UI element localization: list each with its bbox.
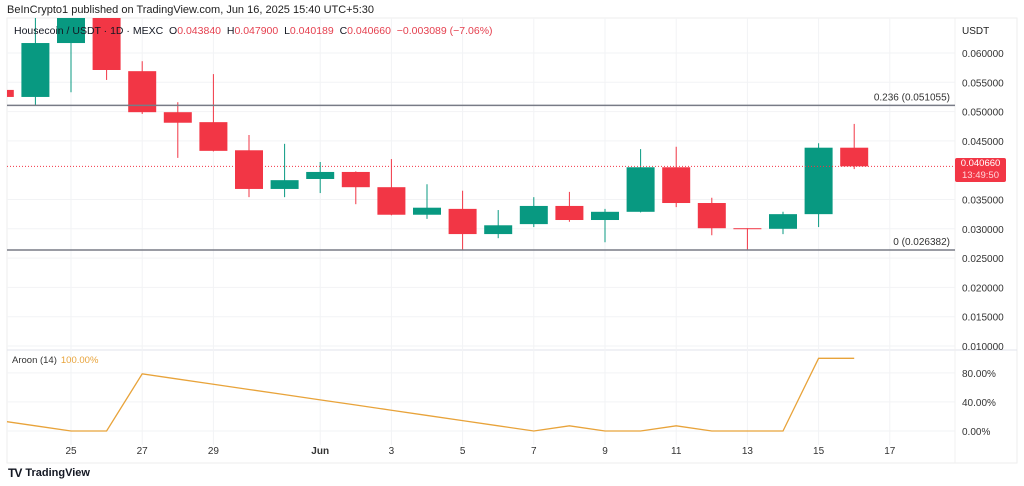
candles — [7, 18, 869, 251]
x-tick-label: 11 — [671, 446, 682, 457]
candle-up — [270, 180, 299, 189]
candle-up — [413, 207, 441, 215]
candle-down — [377, 187, 406, 215]
candle-down — [199, 122, 228, 151]
x-tick-label: 9 — [602, 446, 608, 457]
symbol-name[interactable]: Housecoin / USDT · 1D · MEXC — [14, 25, 164, 37]
x-tick-label: 17 — [884, 446, 896, 457]
aroon-value: 100.00% — [60, 355, 99, 366]
x-tick-label: 25 — [65, 446, 77, 457]
y-tick-label: 0.050000 — [962, 108, 1004, 119]
close-value: 0.040660 — [347, 25, 391, 37]
y-tick-label: 0.030000 — [962, 225, 1004, 236]
candle-down — [733, 228, 762, 230]
candle-down — [448, 208, 477, 235]
candle-down — [555, 205, 584, 221]
candle-up — [591, 211, 619, 221]
open-value: 0.043840 — [177, 25, 221, 37]
candle-up — [21, 43, 50, 97]
candle-down — [697, 203, 726, 229]
symbol-legend: Housecoin / USDT · 1D · MEXC O0.043840 H… — [14, 25, 493, 37]
y-tick-label: 0.035000 — [962, 196, 1004, 207]
current-price: 0.040660 — [960, 158, 1001, 169]
candle-down — [163, 112, 192, 123]
published-caption: BeInCrypto1 published on TradingView.com… — [7, 4, 375, 16]
bar-countdown: 13:49:50 — [962, 170, 999, 181]
candle-up — [306, 171, 335, 179]
y-tick-label: 0.025000 — [962, 254, 1004, 265]
aroon-title: Aroon (14) — [12, 355, 57, 366]
x-tick-label: 29 — [208, 446, 220, 457]
low-value: 0.040189 — [289, 25, 334, 37]
chart-frame — [6, 17, 1018, 464]
candle-up — [626, 167, 655, 212]
candle-down — [840, 147, 869, 167]
open-label: O — [169, 25, 178, 37]
low-label: L — [284, 25, 290, 37]
tradingview-logo[interactable]: TV TradingView — [8, 466, 90, 480]
candle-up — [57, 18, 85, 44]
high-label: H — [226, 25, 235, 37]
candle-up — [484, 225, 513, 235]
candle-up — [769, 214, 797, 229]
y-tick-label: 0.010000 — [962, 342, 1004, 353]
candle-down — [7, 89, 14, 97]
x-tick-label: 13 — [742, 446, 754, 457]
candle-down — [341, 171, 370, 188]
current-price-label: 0.040660 13:49:50 — [955, 158, 1006, 182]
fib-level-label: 0 (0.026382) — [893, 237, 950, 248]
candle-down — [92, 18, 121, 70]
currency-unit-label[interactable]: USDT — [962, 26, 990, 37]
y-tick-label: 0.020000 — [962, 283, 1004, 294]
x-tick-label: Jun — [311, 446, 329, 457]
x-tick-label: 3 — [389, 446, 395, 457]
y-tick-label: 0.055000 — [962, 78, 1004, 89]
high-value: 0.047900 — [234, 25, 279, 37]
x-tick-label: 7 — [531, 446, 537, 457]
tradingview-logo-icon: TV — [8, 466, 22, 480]
candle-down — [662, 167, 691, 204]
aroon-tick-label: 80.00% — [962, 369, 996, 380]
aroon-tick-label: 40.00% — [962, 398, 996, 409]
aroon-up-line — [7, 357, 855, 432]
y-tick-label: 0.060000 — [962, 49, 1004, 60]
aroon-legend[interactable]: Aroon (14) 100.00% — [12, 355, 98, 366]
x-tick-label: 5 — [460, 446, 466, 457]
candle-up — [519, 205, 548, 225]
x-tick-label: 27 — [137, 446, 149, 457]
y-tick-label: 0.015000 — [962, 313, 1004, 324]
candle-down — [235, 150, 263, 189]
x-tick-label: 15 — [813, 446, 825, 457]
change-value: −0.003089 (−7.06%) — [396, 25, 493, 37]
y-tick-label: 0.045000 — [962, 137, 1004, 148]
aroon-tick-label: 0.00% — [962, 427, 990, 438]
candle-up — [804, 147, 833, 215]
close-label: C — [339, 25, 348, 37]
fib-level-label: 0.236 (0.051055) — [874, 92, 950, 103]
tradingview-logo-text: TradingView — [25, 467, 90, 479]
